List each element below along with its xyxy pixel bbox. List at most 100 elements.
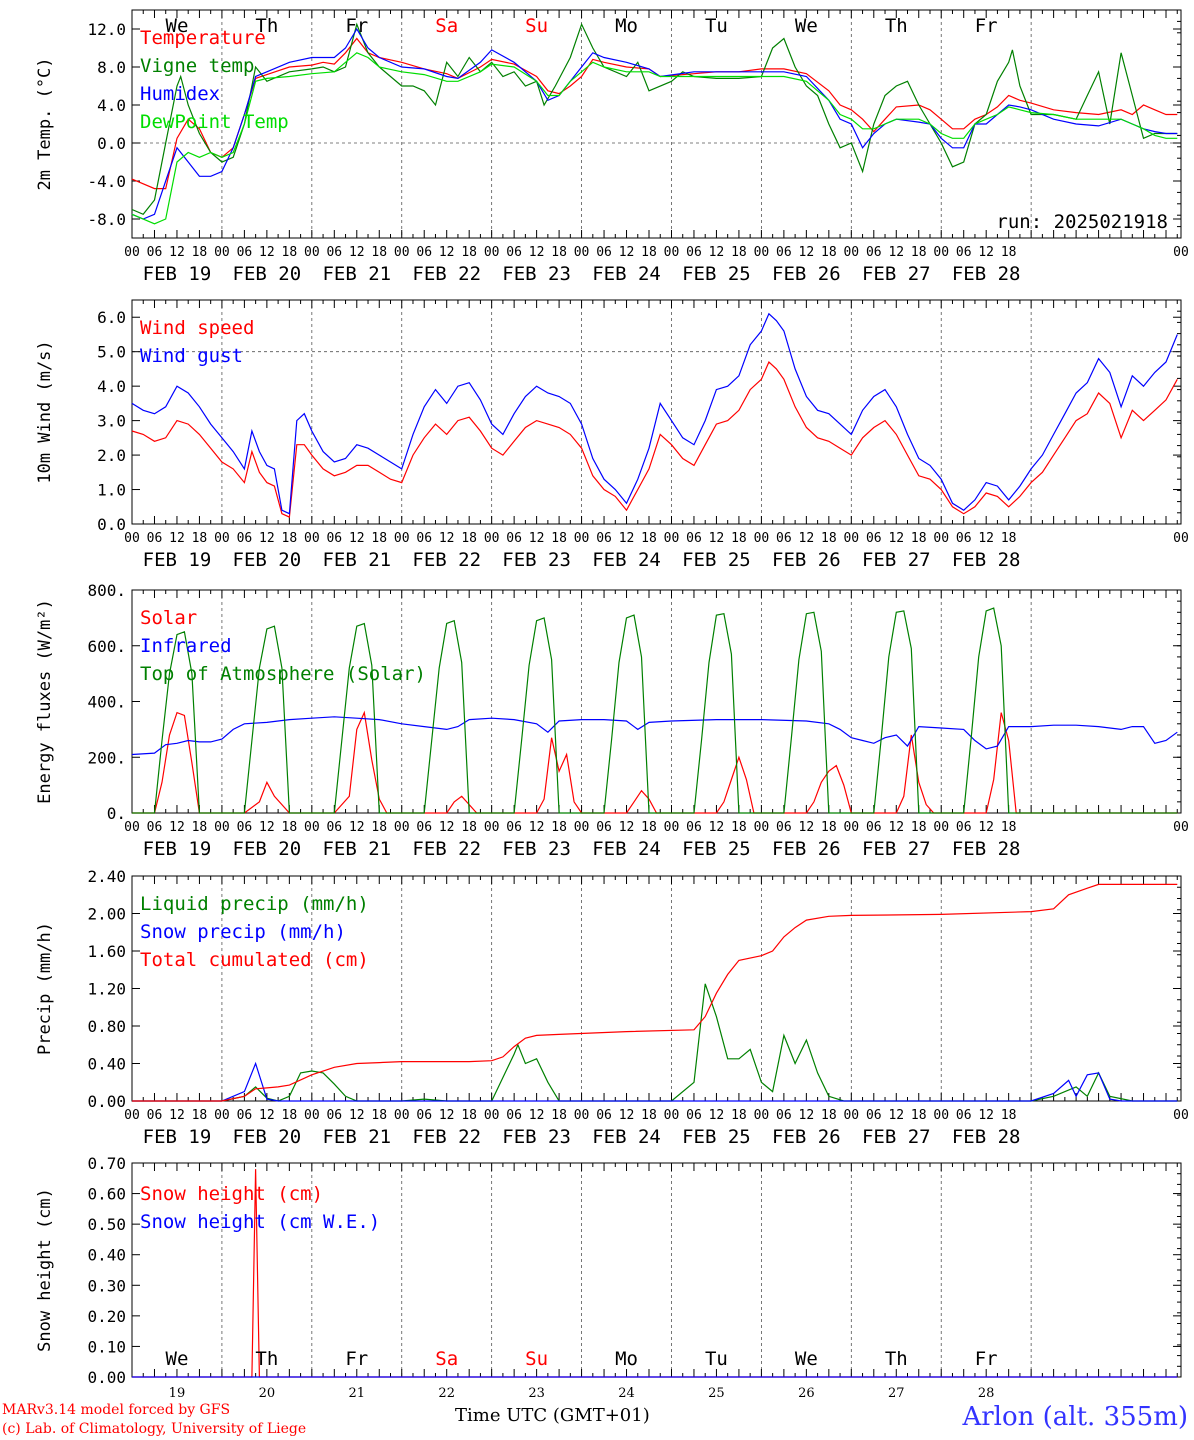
legend-entry: Liquid precip (mm/h) [140, 893, 369, 915]
date-label: FEB 27 [862, 838, 931, 860]
hour-tick-label: 12 [619, 1108, 635, 1123]
hour-tick-label: 12 [529, 531, 545, 546]
hour-tick-label: 00 [754, 245, 770, 260]
plot-frame [131, 9, 1182, 239]
hour-tick-label: 06 [416, 531, 432, 546]
y-tick-label: 0.70 [87, 1154, 126, 1173]
hour-tick-label: 18 [821, 245, 837, 260]
date-label: FEB 23 [502, 838, 571, 860]
hour-tick-label: 12 [259, 820, 275, 835]
hour-tick-label: 06 [956, 820, 972, 835]
weekday-label: Fr [975, 15, 998, 37]
date-label: FEB 27 [862, 549, 931, 571]
weekday-label: Su [525, 1348, 548, 1370]
legend-entry: Snow precip (mm/h) [140, 921, 346, 943]
hour-tick-label: 06 [237, 531, 253, 546]
hour-tick-label: 18 [911, 245, 927, 260]
date-label: FEB 28 [952, 838, 1021, 860]
date-label: FEB 22 [412, 263, 481, 285]
y-tick-label: 0.80 [87, 1017, 126, 1036]
hour-tick-label: 00 [754, 820, 770, 835]
weekday-label: Sa [435, 1348, 458, 1370]
hour-tick-label: 00 [304, 245, 320, 260]
panel-5: 0.70 0.60 0.50 0.40 0.30 0.20 0.10 0.00 Snow hei… [35, 1154, 1182, 1401]
y-tick-label: 0.50 [87, 1215, 126, 1234]
y-axis-label: Precip (mm/h) [35, 922, 55, 1055]
date-label: FEB 21 [322, 263, 391, 285]
hour-tick-label: 00 [933, 245, 949, 260]
series-line-infrared [131, 716, 1178, 756]
y-axis-label: Energy fluxes (W/m²) [35, 599, 55, 804]
hour-tick-label: 18 [1001, 245, 1017, 260]
date-label: FEB 24 [592, 263, 661, 285]
hour-tick-label: 00 [1173, 820, 1189, 835]
date-label: FEB 23 [502, 1126, 571, 1148]
hour-tick-label: 18 [821, 531, 837, 546]
hour-tick-label: 06 [506, 820, 522, 835]
hour-tick-label: 00 [754, 531, 770, 546]
hour-tick-label: 00 [124, 1108, 140, 1123]
date-label: FEB 25 [682, 838, 751, 860]
y-tick-label: 0.40 [87, 1055, 126, 1074]
hour-tick-label: 06 [147, 531, 163, 546]
hour-tick-label: 18 [551, 1108, 567, 1123]
hour-tick-label: 06 [237, 245, 253, 260]
hour-tick-label: 18 [371, 1108, 387, 1123]
y-tick-label: 4.0 [97, 377, 126, 396]
y-tick-label: 8.0 [97, 58, 126, 77]
date-label: FEB 20 [233, 1126, 302, 1148]
hour-tick-label: 06 [237, 820, 253, 835]
model-credit: MARv3.14 model forced by GFS [2, 1402, 231, 1418]
date-label: FEB 24 [592, 1126, 661, 1148]
weekday-label: Fr [345, 15, 368, 37]
hour-tick-label: 06 [326, 820, 342, 835]
series-line-total-cumulated-cm- [132, 883, 1178, 1102]
hour-tick-label: 06 [237, 1108, 253, 1123]
date-label: FEB 19 [143, 838, 212, 860]
hour-tick-label: 18 [461, 531, 477, 546]
hour-tick-label: 12 [439, 1108, 455, 1123]
date-label: FEB 25 [682, 263, 751, 285]
series-line-temperature [131, 37, 1178, 190]
weekday-label: Th [255, 1348, 278, 1370]
y-tick-label: 12.0 [87, 20, 126, 39]
hour-tick-label: 06 [416, 820, 432, 835]
legend-entry: Wind gust [140, 345, 243, 367]
hour-tick-label: 18 [461, 820, 477, 835]
date-label: FEB 26 [772, 838, 841, 860]
day-number-label: 21 [349, 1386, 366, 1401]
y-axis-label: 10m Wind (m/s) [35, 340, 55, 483]
date-label: FEB 23 [502, 263, 571, 285]
y-tick-label: 1.20 [87, 980, 126, 999]
hour-tick-label: 18 [821, 820, 837, 835]
hour-tick-label: 12 [169, 820, 185, 835]
hour-tick-label: 06 [147, 820, 163, 835]
hour-tick-label: 12 [529, 820, 545, 835]
hour-tick-label: 12 [978, 820, 994, 835]
day-number-label: 26 [798, 1386, 815, 1401]
hour-tick-label: 12 [619, 531, 635, 546]
hour-tick-label: 12 [709, 820, 725, 835]
weekday-label: Th [885, 1348, 908, 1370]
hour-tick-label: 18 [371, 820, 387, 835]
hour-tick-label: 18 [911, 531, 927, 546]
plot-frame [131, 589, 1182, 814]
legend-entry: DewPoint Temp [140, 111, 289, 133]
hour-tick-label: 06 [686, 245, 702, 260]
series-line-solar [132, 710, 1178, 814]
hour-tick-label: 18 [821, 1108, 837, 1123]
hour-tick-label: 18 [192, 531, 208, 546]
date-label: FEB 22 [412, 549, 481, 571]
y-tick-label: 200. [87, 748, 126, 767]
hour-tick-label: 06 [596, 820, 612, 835]
hour-tick-label: 00 [214, 1108, 230, 1123]
hour-tick-label: 00 [843, 820, 859, 835]
y-tick-label: 2.0 [97, 446, 126, 465]
date-label: FEB 19 [143, 263, 212, 285]
hour-tick-label: 18 [1001, 820, 1017, 835]
hour-tick-label: 12 [259, 1108, 275, 1123]
y-axis-label: 2m Temp. (°C) [35, 57, 55, 190]
hour-tick-label: 00 [664, 245, 680, 260]
legend-entry: Vigne temp [140, 55, 254, 77]
hour-tick-label: 00 [394, 245, 410, 260]
